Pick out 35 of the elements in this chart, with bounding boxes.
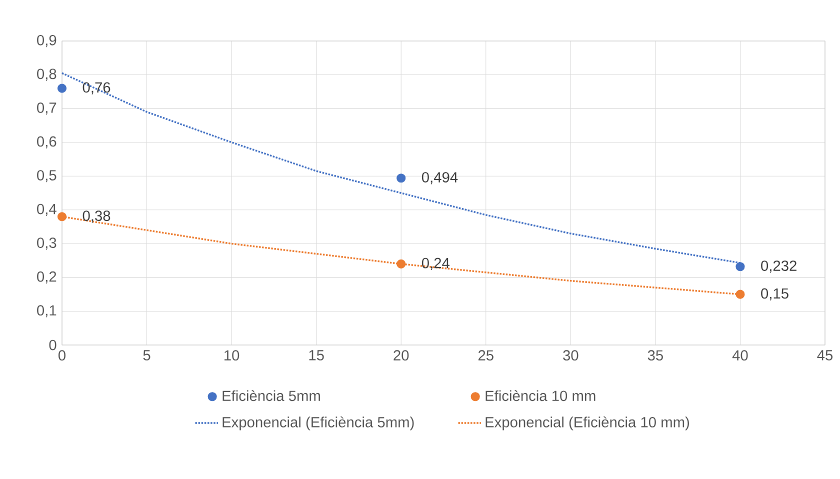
x-tick-label: 40: [732, 350, 748, 361]
y-tick-label: 0,9: [37, 34, 56, 48]
data-label: 0,232: [761, 260, 796, 273]
x-tick-label: 5: [143, 350, 150, 360]
point: [736, 262, 745, 272]
legend-label: Exponencial (Eficiència 10 mm): [486, 416, 690, 430]
point: [396, 174, 406, 183]
y-tick-label: 0,7: [37, 102, 56, 115]
point: [57, 212, 67, 222]
y-tick-label: 0,5: [37, 170, 56, 182]
x-tick-label: 25: [478, 350, 494, 361]
point: [736, 290, 745, 299]
y-tick-label: 0,3: [37, 238, 56, 250]
x-tick-label: 30: [563, 350, 578, 361]
y-tick-label: 0,2: [37, 271, 56, 284]
data-label: 0,38: [82, 210, 110, 223]
y-tick-label: 0,1: [37, 305, 56, 318]
point: [396, 259, 406, 268]
x-tick-label: 15: [309, 350, 324, 360]
legend-label: Eficiència 10 mm: [486, 390, 596, 402]
point: [57, 84, 67, 93]
x-tick-label: 0: [58, 350, 66, 361]
x-tick-label: 35: [648, 350, 663, 361]
y-tick-label: 0,6: [37, 136, 56, 148]
y-tick-label: 0,8: [37, 68, 56, 81]
data-label: 0,494: [422, 172, 458, 184]
x-tick-label: 20: [394, 350, 409, 361]
data-label: 0,15: [761, 288, 788, 300]
y-tick-label: 0,4: [37, 204, 56, 216]
x-tick-label: 10: [224, 350, 240, 361]
y-tick-label: 0: [49, 340, 56, 350]
data-label: 0,24: [422, 258, 450, 270]
legend-label: Eficiència 5mm: [222, 390, 320, 402]
x-tick-label: 45: [817, 350, 833, 360]
legend-label: Exponencial (Eficiència 5mm): [222, 416, 414, 430]
